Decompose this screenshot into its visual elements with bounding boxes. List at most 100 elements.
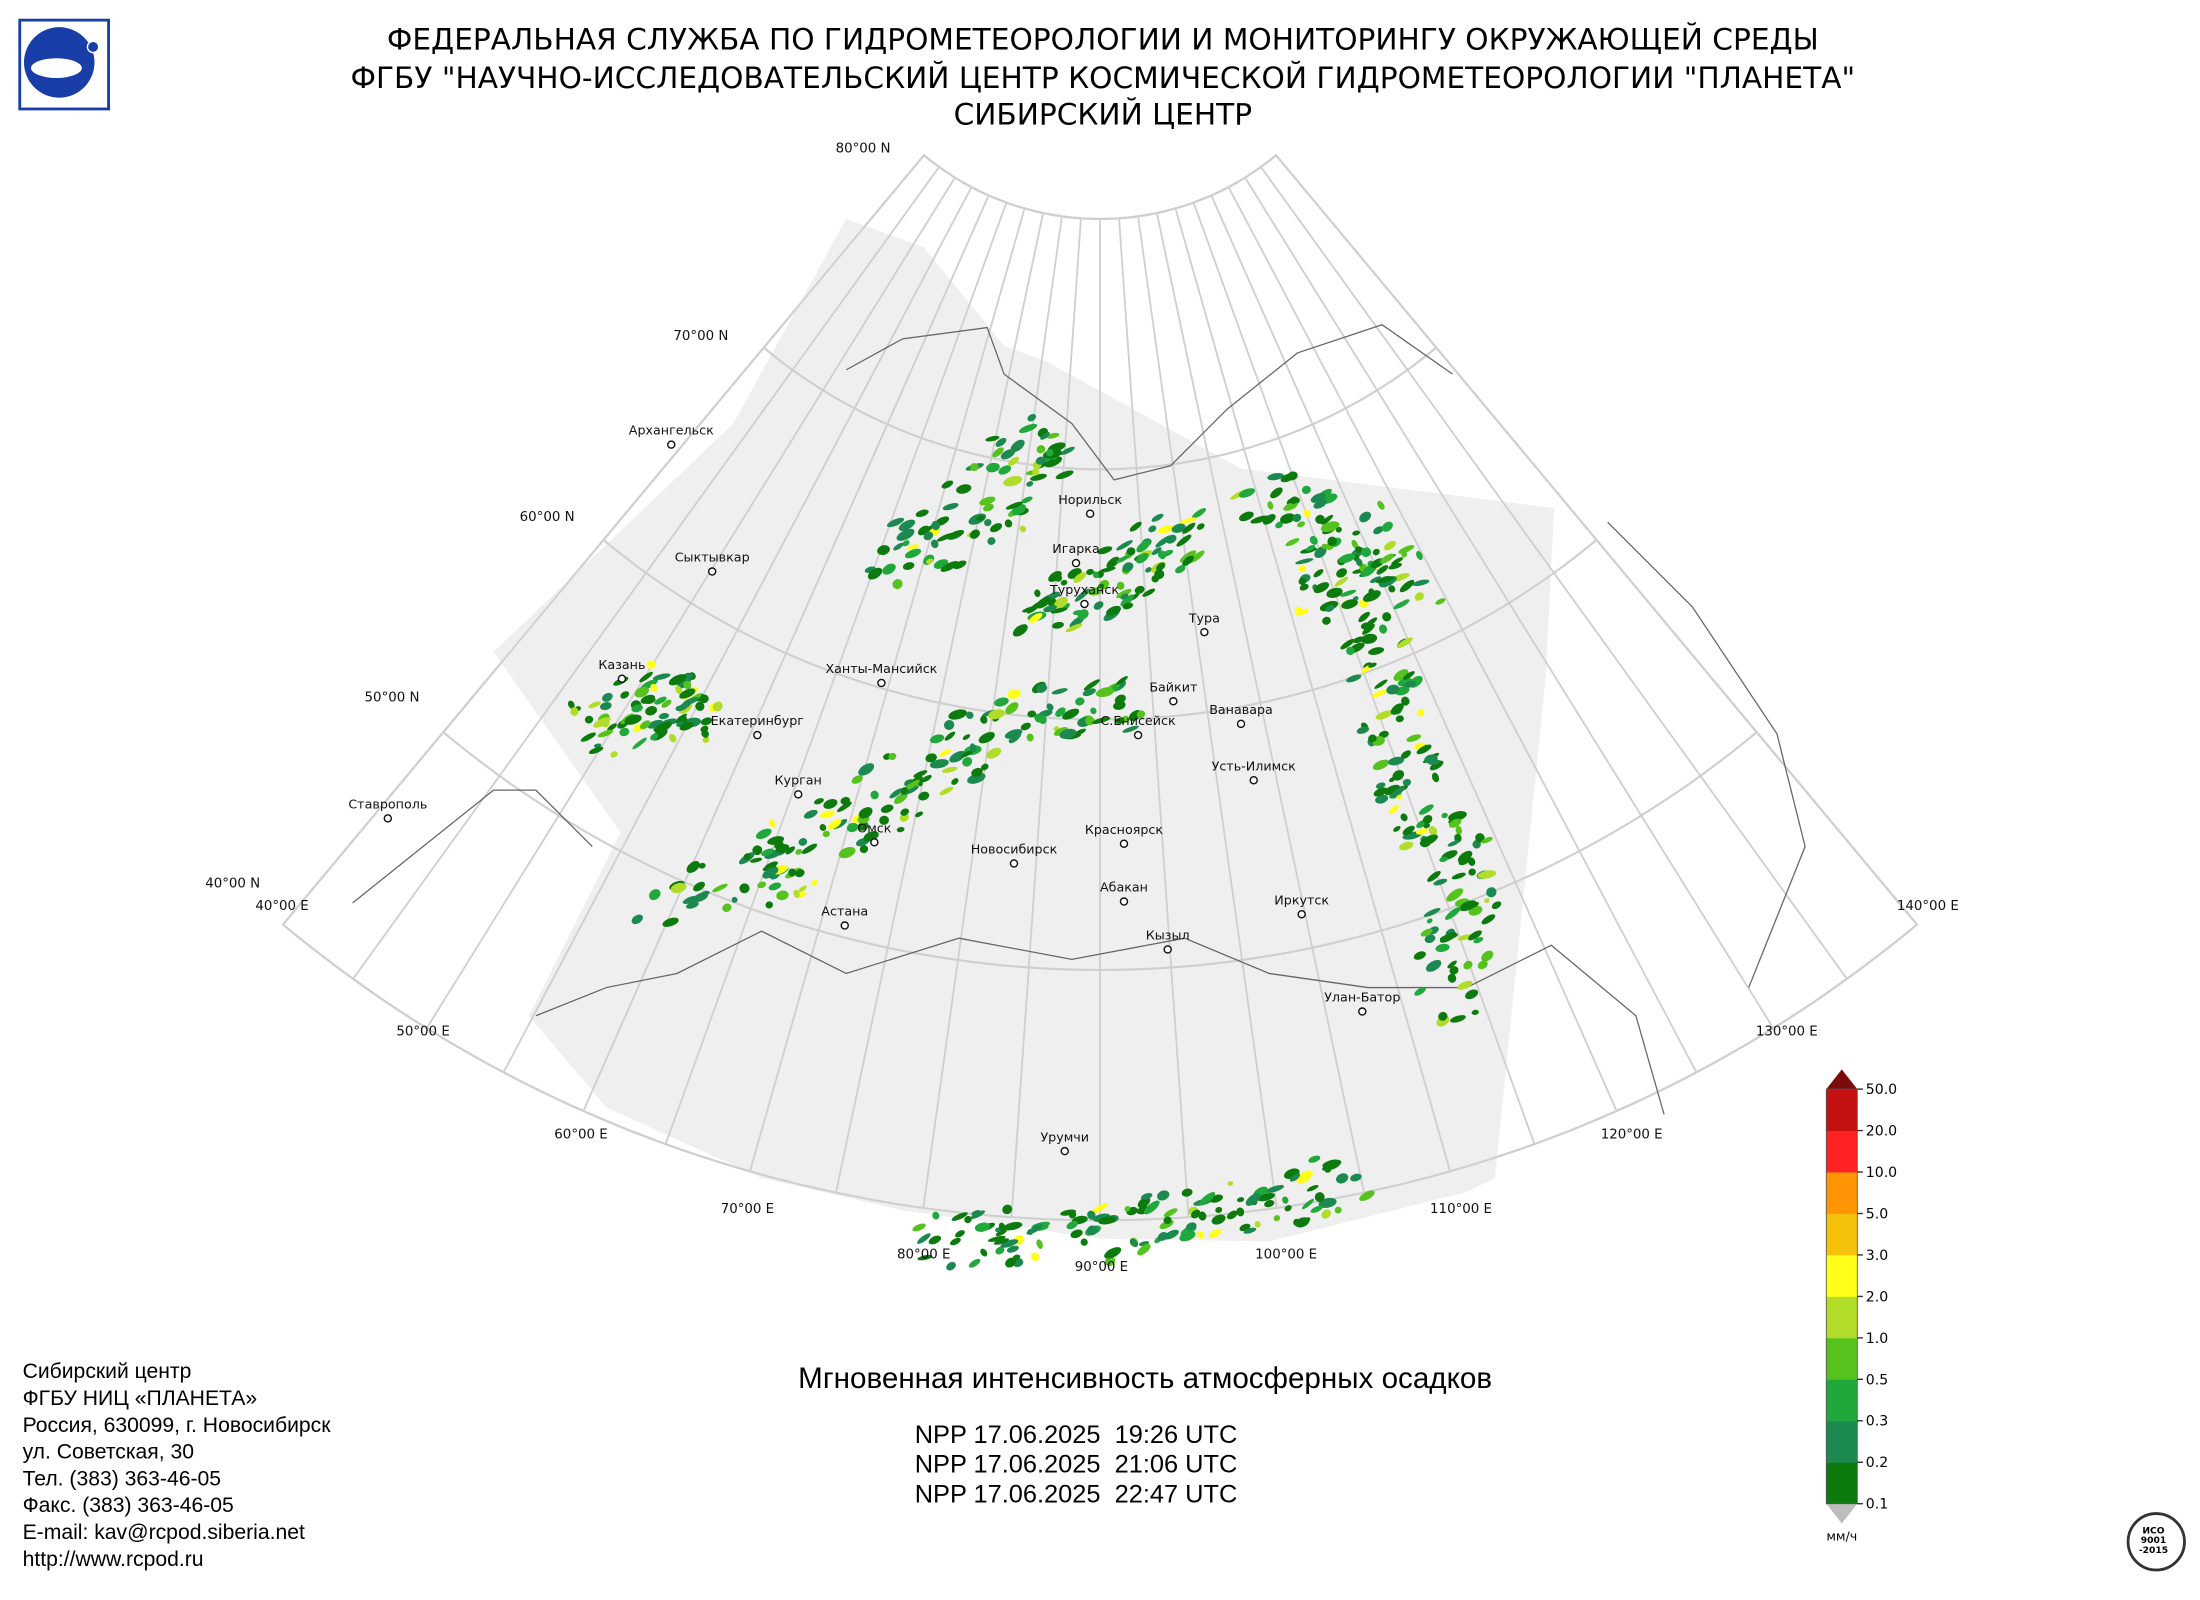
footer: Сибирский центр ФГБУ НИЦ «ПЛАНЕТА» Россия,… xyxy=(23,1360,332,1571)
precip-patch xyxy=(1120,594,1134,607)
precip-patch xyxy=(1055,470,1074,480)
precip-patch xyxy=(898,519,916,531)
city-label: Туруханск xyxy=(1049,582,1119,597)
precip-patch xyxy=(1416,550,1423,561)
precip-patch xyxy=(925,753,937,763)
precip-patch xyxy=(1236,1207,1245,1217)
precip-patch xyxy=(1005,501,1023,510)
precip-patch xyxy=(1185,1222,1197,1231)
precip-patch xyxy=(1264,1200,1275,1208)
precip-patch xyxy=(597,729,614,738)
precip-patch xyxy=(969,463,979,472)
precip-patch xyxy=(1402,778,1412,787)
precip-patch xyxy=(1285,538,1300,547)
footer-line: Сибирский центр xyxy=(23,1360,192,1383)
precip-patch xyxy=(1361,633,1378,644)
precip-patch xyxy=(1403,681,1417,688)
lon-label: 40°00 E xyxy=(255,899,308,914)
precip-patch xyxy=(1209,1229,1222,1238)
precip-patch xyxy=(1375,576,1395,584)
city-marker xyxy=(877,678,886,688)
precip-patch xyxy=(1287,471,1298,481)
precip-patch xyxy=(658,713,670,720)
precip-patch xyxy=(1398,545,1415,554)
precip-patch xyxy=(1026,1224,1043,1235)
precip-patch xyxy=(755,828,772,840)
precip-patch xyxy=(1179,550,1197,563)
precip-patch xyxy=(1250,515,1270,524)
city-marker xyxy=(1163,945,1172,954)
meridian xyxy=(835,212,1045,1193)
precip-patch xyxy=(1298,577,1307,585)
precip-patch xyxy=(1400,813,1408,822)
precip-patch xyxy=(570,707,579,716)
precip-patch xyxy=(1198,1211,1207,1221)
precip-patch xyxy=(879,815,890,825)
precip-patch xyxy=(1459,900,1477,912)
city-label: Екатеринбург xyxy=(711,713,805,728)
precip-patch xyxy=(1426,918,1433,924)
precip-patch xyxy=(1351,539,1359,549)
precip-patch xyxy=(1359,511,1372,523)
city-label: Тура xyxy=(1188,610,1220,625)
precip-patch xyxy=(1074,728,1086,736)
meridian xyxy=(582,195,990,1112)
precip-patch xyxy=(1182,555,1194,567)
precip-patch xyxy=(668,733,677,743)
precip-patch xyxy=(1104,1256,1116,1266)
city-label: Красноярск xyxy=(1085,822,1164,837)
lat-label: 70°00 N xyxy=(673,329,728,344)
precip-patch xyxy=(1036,683,1048,693)
precip-patch xyxy=(1438,1011,1448,1021)
precip-patch xyxy=(1375,710,1394,720)
precip-patch xyxy=(1075,697,1085,706)
precip-patch xyxy=(838,847,856,859)
precip-patch xyxy=(1069,1211,1077,1219)
precip-patch xyxy=(993,1238,1010,1245)
precip-patch xyxy=(1306,1185,1319,1192)
precip-patch xyxy=(979,496,996,506)
legend-tick-label: 0.2 xyxy=(1866,1455,1888,1471)
precip-patch xyxy=(882,563,896,575)
precip-patch xyxy=(983,503,994,512)
precip-patch xyxy=(675,713,687,724)
lon-label: 120°00 E xyxy=(1601,1127,1663,1142)
precip-patch xyxy=(749,857,763,863)
city-label: Байкит xyxy=(1149,679,1198,694)
legend-tick-label: 20.0 xyxy=(1866,1124,1897,1140)
precip-patch xyxy=(811,879,818,886)
precip-patch xyxy=(700,717,713,726)
footer-line: ул. Советская, 30 xyxy=(23,1441,194,1464)
precip-patch xyxy=(980,1248,988,1257)
lat-label: 50°00 N xyxy=(365,690,420,705)
precip-patch xyxy=(1151,513,1164,522)
precip-patch xyxy=(1005,1257,1017,1268)
precip-patch xyxy=(978,732,995,744)
meridian xyxy=(1244,177,1775,1029)
city-marker xyxy=(870,838,879,847)
precip-patch xyxy=(1035,456,1046,465)
precip-patch xyxy=(1314,1192,1325,1203)
precip-patch xyxy=(1003,1221,1023,1231)
precip-patch xyxy=(1414,592,1424,601)
meridian xyxy=(1210,195,1618,1112)
precip-patch xyxy=(1414,986,1426,996)
city-marker xyxy=(1119,897,1129,906)
precip-patch xyxy=(1334,1206,1342,1214)
city-marker xyxy=(617,674,627,683)
precip-patch xyxy=(1126,547,1136,556)
precip-patch xyxy=(1135,552,1149,564)
precip-patch xyxy=(893,542,904,551)
legend-tick-label: 50.0 xyxy=(1866,1082,1897,1098)
precip-patch xyxy=(1364,617,1378,628)
precip-patch xyxy=(1196,523,1205,530)
precip-patch xyxy=(1019,423,1038,433)
legend-swatch xyxy=(1826,1089,1858,1131)
precip-patch xyxy=(1087,1210,1096,1220)
precip-patch xyxy=(1192,508,1206,519)
city-marker xyxy=(1169,697,1178,706)
precip-patch xyxy=(1065,623,1083,633)
precip-patch xyxy=(785,846,796,855)
footer-line: Россия, 630099, г. Новосибирск xyxy=(23,1414,332,1437)
precip-patch xyxy=(624,714,642,725)
